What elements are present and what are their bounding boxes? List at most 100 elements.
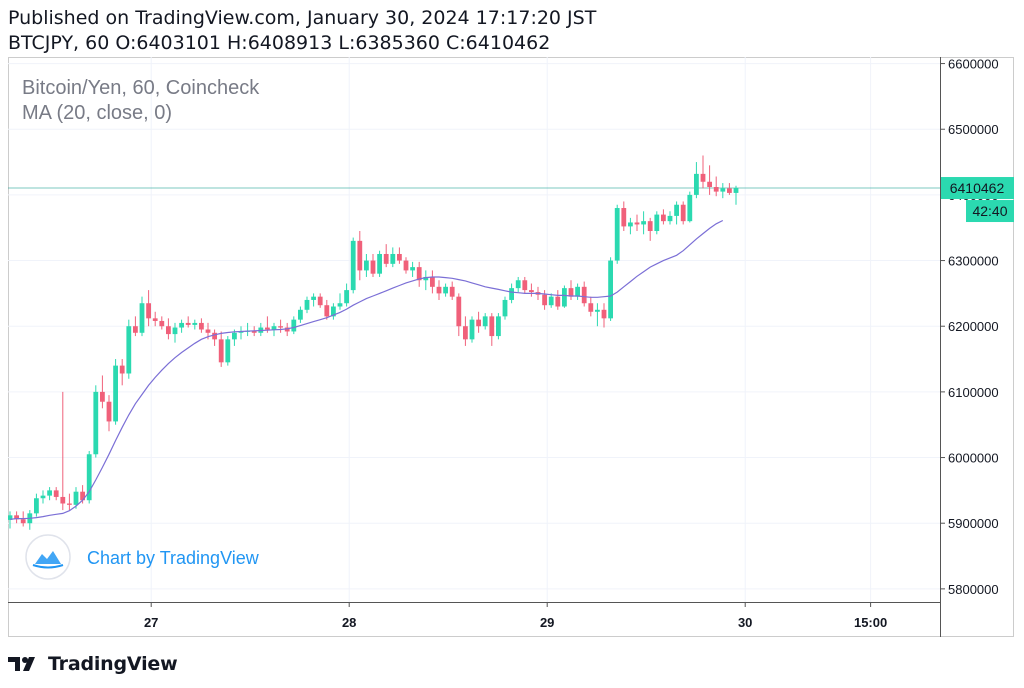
candle-body bbox=[350, 240, 356, 291]
candle-body bbox=[502, 299, 508, 317]
candle-body bbox=[139, 303, 145, 333]
chart-canvas[interactable]: 5800000 5900000 6000000 6100000 6200000 63000… bbox=[8, 57, 1014, 637]
candle-body bbox=[700, 173, 706, 182]
candle-body bbox=[278, 326, 283, 328]
candle-body bbox=[410, 267, 415, 271]
candle-body bbox=[238, 331, 244, 333]
last-price-value: 6410462 bbox=[950, 180, 1005, 196]
candle-body bbox=[707, 181, 712, 188]
candle-body bbox=[317, 296, 323, 306]
time-tick-label: 28 bbox=[342, 615, 356, 630]
price-tick-label: 6600000 bbox=[948, 57, 999, 72]
candle-body bbox=[185, 322, 191, 325]
candle-body bbox=[80, 491, 85, 501]
candle-body bbox=[661, 214, 666, 222]
footer-brand: TradingView bbox=[48, 653, 178, 675]
candle-body bbox=[654, 214, 660, 232]
candle-body bbox=[416, 267, 422, 281]
legend-indicator: MA (20, close, 0) bbox=[22, 102, 172, 124]
candle-body bbox=[449, 286, 455, 297]
candle-body bbox=[298, 309, 303, 320]
price-tick-label: 6000000 bbox=[948, 451, 999, 466]
time-tick-label: 27 bbox=[144, 615, 158, 630]
tradingview-cloud-icon bbox=[25, 534, 71, 580]
candle-body bbox=[232, 332, 237, 340]
candle-body bbox=[575, 286, 580, 297]
candle-body bbox=[67, 503, 72, 505]
candle-body bbox=[496, 316, 501, 337]
candle-body bbox=[568, 288, 574, 297]
candle-body bbox=[47, 490, 52, 496]
candle-body bbox=[443, 286, 448, 294]
candle-body bbox=[172, 327, 178, 335]
candle-body bbox=[423, 276, 429, 281]
price-tick-label: 6300000 bbox=[948, 254, 999, 269]
footer[interactable]: TradingView bbox=[8, 651, 178, 677]
cloud-base bbox=[32, 564, 64, 569]
candle-body bbox=[251, 330, 257, 333]
countdown-badge bbox=[966, 200, 1014, 223]
time-axis[interactable]: 27 28 29 30 15:00 bbox=[144, 602, 887, 630]
candle-body bbox=[218, 339, 224, 363]
candle-body bbox=[179, 322, 184, 328]
chart-border bbox=[8, 57, 1014, 637]
candle-body bbox=[126, 326, 132, 374]
candle-body bbox=[357, 240, 363, 271]
candle-body bbox=[20, 519, 26, 524]
candle-body bbox=[225, 339, 231, 363]
candle-body bbox=[14, 515, 19, 520]
candle-body bbox=[456, 296, 462, 327]
candle-body bbox=[733, 188, 739, 193]
candle-body bbox=[199, 322, 204, 330]
candle-body bbox=[430, 276, 435, 287]
candle-body bbox=[383, 253, 389, 264]
candle-body bbox=[34, 498, 39, 514]
candle-body bbox=[364, 260, 369, 271]
candle-body bbox=[436, 286, 442, 294]
candle-body bbox=[159, 320, 165, 327]
candle-body bbox=[344, 290, 349, 304]
candle-body bbox=[562, 288, 567, 307]
candle-body bbox=[548, 296, 554, 306]
candle-body bbox=[73, 491, 79, 505]
candle-body bbox=[595, 309, 600, 312]
legend-symbol: Bitcoin/Yen, 60, Coincheck bbox=[22, 77, 260, 99]
candle-body bbox=[687, 194, 693, 222]
candle-body bbox=[601, 309, 607, 319]
candle-body bbox=[515, 280, 521, 289]
candle-body bbox=[608, 260, 613, 319]
chart-frame[interactable]: 5800000 5900000 6000000 6100000 6200000 63000… bbox=[8, 57, 1014, 637]
candle-body bbox=[212, 332, 217, 340]
time-tick-label: 30 bbox=[738, 615, 752, 630]
candle-body bbox=[674, 204, 679, 216]
candle-body bbox=[522, 280, 528, 291]
time-tick-label: 29 bbox=[540, 615, 554, 630]
candle-body bbox=[133, 326, 138, 333]
price-tick-label: 5900000 bbox=[948, 516, 999, 531]
candle-body bbox=[628, 222, 633, 227]
watermark[interactable]: Chart by TradingView bbox=[25, 534, 260, 580]
candle-body bbox=[641, 221, 646, 225]
candle-body bbox=[614, 208, 620, 261]
candle-body bbox=[166, 326, 171, 335]
cloud-shape bbox=[35, 551, 61, 564]
candle-body bbox=[634, 222, 640, 225]
candle-body bbox=[271, 326, 277, 330]
last-price-badge bbox=[941, 177, 1014, 200]
price-axis[interactable]: 5800000 5900000 6000000 6100000 6200000 63000… bbox=[940, 57, 999, 597]
candle-body bbox=[397, 253, 402, 261]
candle-body bbox=[621, 208, 627, 227]
candle-body bbox=[463, 326, 468, 340]
candle-body bbox=[119, 365, 125, 374]
tradingview-logo-icon bbox=[8, 657, 35, 671]
candle-body bbox=[53, 490, 59, 497]
last-price-label: 6410462 42:40 bbox=[941, 177, 1014, 223]
candle-body bbox=[403, 260, 409, 271]
candle-body bbox=[100, 391, 105, 402]
candles bbox=[8, 155, 739, 530]
candle-body bbox=[390, 253, 396, 264]
candle-body bbox=[529, 290, 534, 293]
candle-body bbox=[680, 204, 686, 222]
ma-line bbox=[9, 219, 724, 520]
candle-body bbox=[311, 296, 316, 300]
